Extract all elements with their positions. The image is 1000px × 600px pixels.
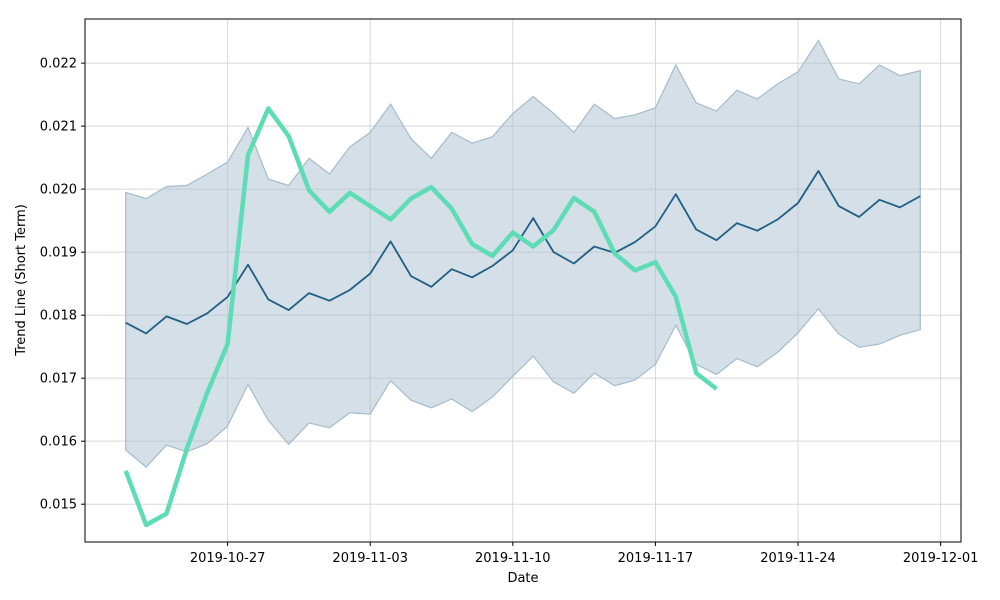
confidence-band-area: [125, 39, 921, 468]
y-tick-label: 0.018: [40, 309, 77, 324]
y-tick-label: 0.019: [40, 246, 77, 261]
trend-line: [125, 169, 921, 335]
plot-frame: [84, 18, 962, 543]
y-tick-label: 0.022: [40, 57, 77, 72]
y-tick-label: 0.015: [40, 498, 77, 513]
actual-line: [123, 106, 718, 528]
y-tick-label: 0.016: [40, 435, 77, 450]
series-lines: [123, 106, 921, 528]
x-tick-label: 2019-11-10: [475, 551, 551, 566]
y-tick-label: 0.021: [40, 120, 77, 135]
x-tick-label: 2019-12-01: [903, 551, 979, 566]
x-tick-label: 2019-11-03: [332, 551, 408, 566]
y-tick-label: 0.017: [40, 372, 77, 387]
y-tick-label: 0.020: [40, 183, 77, 198]
x-tick-label: 2019-11-24: [760, 551, 836, 566]
confidence-band: [125, 39, 921, 468]
y-axis-title: Trend Line (Short Term): [14, 204, 29, 357]
x-tick-label: 2019-10-27: [190, 551, 266, 566]
x-axis-title: Date: [507, 571, 538, 586]
x-tick-label: 2019-11-17: [618, 551, 694, 566]
axis-ticks: 2019-10-27 2019-11-03 2019-11-10 2019-11-17…: [40, 57, 979, 566]
